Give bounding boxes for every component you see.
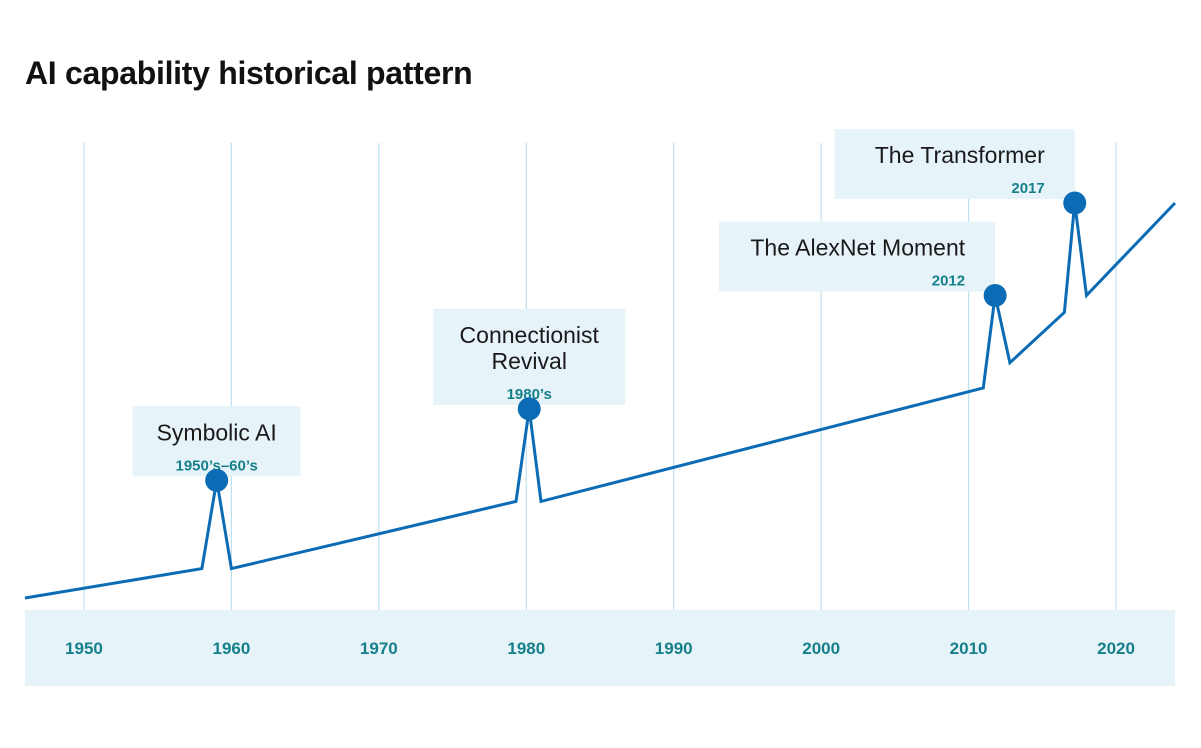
annotation-label: Revival [492, 348, 567, 374]
milestone-marker [983, 283, 1007, 307]
annotation-box [132, 406, 301, 477]
milestone-marker [517, 397, 541, 421]
series-line [24, 201, 1177, 600]
grid-lines [83, 143, 1117, 610]
x-tick-label: 1990 [655, 639, 693, 658]
annotation-date: 2017 [1011, 180, 1044, 197]
x-tick-label: 1960 [212, 639, 250, 658]
milestone-marker [205, 468, 229, 492]
chart-title: AI capability historical pattern [25, 55, 473, 91]
annotation: The Transformer 2017 [834, 129, 1075, 199]
annotation-label: Connectionist [460, 322, 600, 348]
annotation-date: 2012 [932, 272, 965, 289]
annotation-box [834, 129, 1075, 199]
x-axis-ticks: 1950 1960 1970 1980 1990 2000 2010 2020 [65, 639, 1135, 658]
x-axis-band [25, 610, 1175, 686]
x-tick-label: 1950 [65, 639, 103, 658]
x-tick-label: 1970 [360, 639, 398, 658]
x-tick-label: 2020 [1097, 639, 1135, 658]
annotation-box [433, 308, 626, 405]
markers [205, 191, 1087, 492]
x-tick-label: 2000 [802, 639, 840, 658]
annotation-boxes: Symbolic AI 1950’s–60’s ConnectionistReviv… [132, 129, 1075, 477]
milestone-marker [1063, 191, 1087, 215]
annotation-label: Symbolic AI [157, 419, 277, 445]
annotation-date: 1950’s–60’s [176, 457, 258, 474]
annotation-box [719, 221, 996, 292]
annotation-label: The AlexNet Moment [750, 234, 965, 260]
annotation-label: The Transformer [875, 142, 1045, 168]
annotation-date: 1980’s [507, 386, 552, 403]
annotation: The AlexNet Moment 2012 [719, 221, 996, 292]
x-tick-label: 2010 [950, 639, 988, 658]
series-layer [24, 201, 1177, 600]
annotation: Symbolic AI 1950’s–60’s [132, 406, 301, 477]
x-tick-label: 1980 [507, 639, 545, 658]
